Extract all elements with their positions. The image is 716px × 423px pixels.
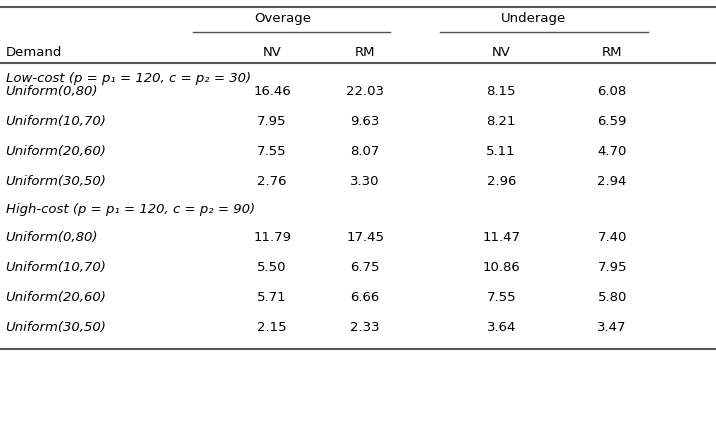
Text: 10.86: 10.86 [483,261,520,274]
Text: 3.64: 3.64 [486,321,516,334]
Text: 8.21: 8.21 [486,115,516,128]
Text: 22.03: 22.03 [346,85,384,98]
Text: Uniform(30,50): Uniform(30,50) [6,175,107,188]
Text: 2.33: 2.33 [350,321,380,334]
Text: 6.75: 6.75 [350,261,380,274]
Text: Uniform(20,60): Uniform(20,60) [6,145,107,158]
Text: 7.95: 7.95 [597,261,627,274]
Text: 2.96: 2.96 [486,175,516,188]
Text: 3.30: 3.30 [350,175,380,188]
Text: Uniform(0,80): Uniform(0,80) [6,85,98,98]
Text: 8.07: 8.07 [350,145,380,158]
Text: Uniform(20,60): Uniform(20,60) [6,291,107,304]
Text: NV: NV [263,46,281,59]
Text: 16.46: 16.46 [253,85,291,98]
Text: 2.76: 2.76 [257,175,287,188]
Text: 8.15: 8.15 [486,85,516,98]
Text: 2.94: 2.94 [597,175,627,188]
Text: Uniform(30,50): Uniform(30,50) [6,321,107,334]
Text: High-cost (p = p₁ = 120, c = p₂ = 90): High-cost (p = p₁ = 120, c = p₂ = 90) [6,203,255,216]
Text: Uniform(10,70): Uniform(10,70) [6,115,107,128]
Text: 5.80: 5.80 [597,291,627,304]
Text: Underage: Underage [500,12,566,25]
Text: Uniform(10,70): Uniform(10,70) [6,261,107,274]
Text: 6.66: 6.66 [351,291,379,304]
Text: 7.95: 7.95 [257,115,287,128]
Text: 11.47: 11.47 [482,231,521,244]
Text: 11.79: 11.79 [253,231,291,244]
Text: Low-cost (p = p₁ = 120, c = p₂ = 30): Low-cost (p = p₁ = 120, c = p₂ = 30) [6,72,251,85]
Text: 17.45: 17.45 [346,231,384,244]
Text: 9.63: 9.63 [350,115,380,128]
Text: 5.50: 5.50 [257,261,287,274]
Text: 7.55: 7.55 [257,145,287,158]
Text: NV: NV [492,46,511,59]
Text: Overage: Overage [254,12,311,25]
Text: RM: RM [355,46,375,59]
Text: RM: RM [602,46,622,59]
Text: 2.15: 2.15 [257,321,287,334]
Text: 7.40: 7.40 [597,231,627,244]
Text: 5.71: 5.71 [257,291,287,304]
Text: Demand: Demand [6,46,62,59]
Text: 6.59: 6.59 [597,115,627,128]
Text: Uniform(0,80): Uniform(0,80) [6,231,98,244]
Text: 4.70: 4.70 [597,145,627,158]
Text: 7.55: 7.55 [486,291,516,304]
Text: 5.11: 5.11 [486,145,516,158]
Text: 3.47: 3.47 [597,321,627,334]
Text: 6.08: 6.08 [598,85,626,98]
